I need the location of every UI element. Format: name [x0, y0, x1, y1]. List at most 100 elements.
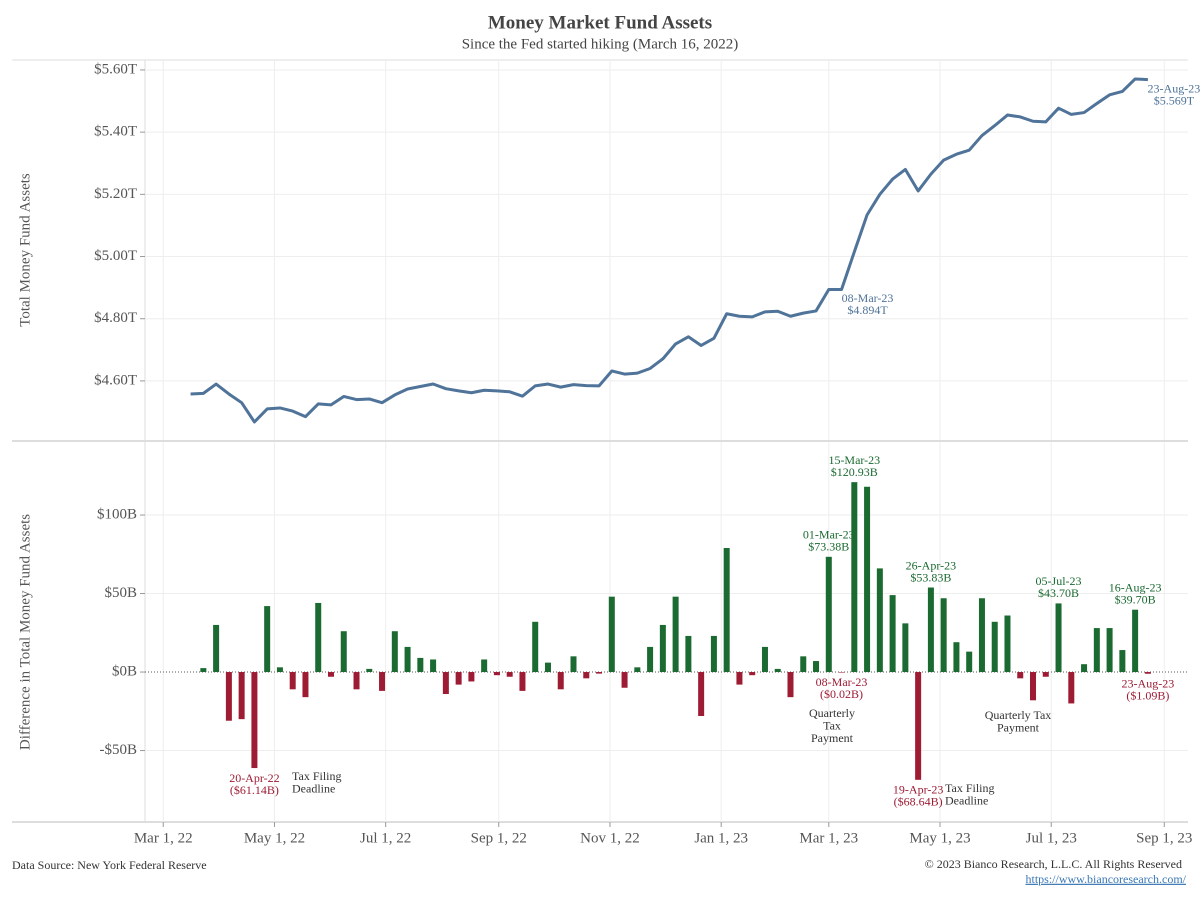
x-tick-label: Jul 1, 23	[1026, 830, 1077, 846]
value-label: ($68.64B)	[894, 795, 943, 809]
bar	[966, 651, 973, 673]
bar	[340, 631, 347, 673]
date-label: 16-Aug-23	[1109, 580, 1162, 594]
value-label: ($61.14B)	[230, 783, 279, 797]
bar	[302, 672, 309, 698]
annotation: Tax	[823, 718, 841, 732]
bar	[761, 646, 768, 673]
value-label: $43.70B	[1038, 586, 1079, 600]
bar	[723, 547, 730, 673]
bar	[404, 646, 411, 673]
bar	[276, 667, 283, 673]
bar	[851, 482, 858, 673]
bar	[506, 672, 513, 677]
y-axis-title: Difference in Total Money Fund Assets	[17, 514, 33, 750]
x-tick-label: Jul 1, 22	[360, 830, 411, 846]
bar	[736, 672, 743, 685]
copyright: © 2023 Bianco Research, L.L.C. All Right…	[925, 857, 1182, 871]
y-axis-title: Total Money Fund Assets	[17, 173, 33, 327]
x-tick-label: Mar 1, 23	[799, 830, 858, 846]
website-link[interactable]: https://www.biancoresearch.com/	[1025, 872, 1186, 886]
bar	[1144, 672, 1151, 674]
value-label: $120.93B	[831, 465, 878, 479]
annotation: Quarterly	[809, 706, 855, 720]
bar	[774, 668, 781, 673]
date-label: 01-Mar-23	[803, 528, 855, 542]
bar	[213, 624, 220, 673]
bar	[647, 646, 654, 673]
bar	[1093, 628, 1100, 673]
value-label: $39.70B	[1115, 592, 1156, 606]
bar	[583, 672, 590, 679]
date-label: 08-Mar-23	[842, 291, 894, 305]
bar	[1081, 664, 1088, 673]
bar	[991, 621, 998, 673]
date-label: 20-Apr-22	[229, 771, 279, 785]
bar	[1055, 603, 1062, 673]
y-tick-label: $50B	[104, 585, 137, 601]
bar	[1042, 672, 1049, 677]
y-tick-label: $5.20T	[94, 186, 137, 202]
y-tick-label: $5.00T	[94, 248, 137, 264]
bar	[391, 631, 398, 673]
bar	[902, 623, 909, 673]
value-label: $4.894T	[847, 303, 888, 317]
bar	[749, 672, 756, 676]
x-tick-label: Nov 1, 22	[580, 830, 640, 846]
bar	[442, 672, 449, 695]
date-label: 05-Jul-23	[1036, 574, 1082, 588]
y-tick-label: $100B	[97, 506, 137, 522]
value-label: $73.38B	[808, 540, 849, 554]
bar	[927, 587, 934, 673]
bar	[557, 672, 564, 690]
bar	[544, 662, 551, 673]
annotation: Quarterly Tax	[985, 708, 1052, 722]
y-tick-label: $5.40T	[94, 124, 137, 140]
bar	[200, 668, 207, 673]
y-tick-label: $5.60T	[94, 61, 137, 77]
bar	[800, 656, 807, 673]
bar	[940, 598, 947, 673]
bar	[1030, 672, 1037, 701]
line	[190, 77, 1148, 424]
date-label: 15-Mar-23	[828, 453, 880, 467]
bar	[685, 635, 692, 673]
annotation: Payment	[997, 720, 1040, 734]
bar	[864, 486, 871, 673]
bar	[481, 659, 488, 673]
data-source: Data Source: New York Federal Reserve	[12, 858, 207, 872]
annotation: Deadline	[945, 793, 988, 807]
y-tick-label: -$50B	[100, 742, 138, 758]
x-tick-label: Mar 1, 22	[134, 830, 193, 846]
bar	[455, 672, 462, 685]
bar	[672, 596, 679, 673]
bar	[698, 672, 705, 717]
date-label: 19-Apr-23	[893, 783, 943, 797]
annotation: Tax Filing	[945, 781, 995, 795]
bar	[289, 672, 296, 690]
x-tick-label: Jan 1, 23	[694, 830, 748, 846]
bar	[327, 672, 334, 677]
bar	[621, 672, 628, 688]
bar	[417, 657, 424, 673]
bar	[825, 556, 832, 673]
bar	[838, 672, 845, 673]
date-label: 23-Aug-23	[1148, 81, 1200, 95]
bar	[570, 656, 577, 673]
bar	[379, 672, 386, 691]
bar	[813, 661, 820, 673]
value-label: ($0.02B)	[820, 687, 863, 701]
bar	[659, 624, 666, 673]
bar	[889, 595, 896, 673]
value-label: $5.569T	[1154, 93, 1195, 107]
bar	[493, 672, 500, 676]
bar	[225, 672, 232, 721]
bar	[1068, 672, 1075, 704]
annotation: Payment	[811, 731, 854, 745]
y-tick-label: $4.60T	[94, 372, 137, 388]
bar	[430, 659, 437, 673]
bar	[315, 602, 322, 673]
chart-subtitle: Since the Fed started hiking (March 16, …	[462, 36, 739, 52]
